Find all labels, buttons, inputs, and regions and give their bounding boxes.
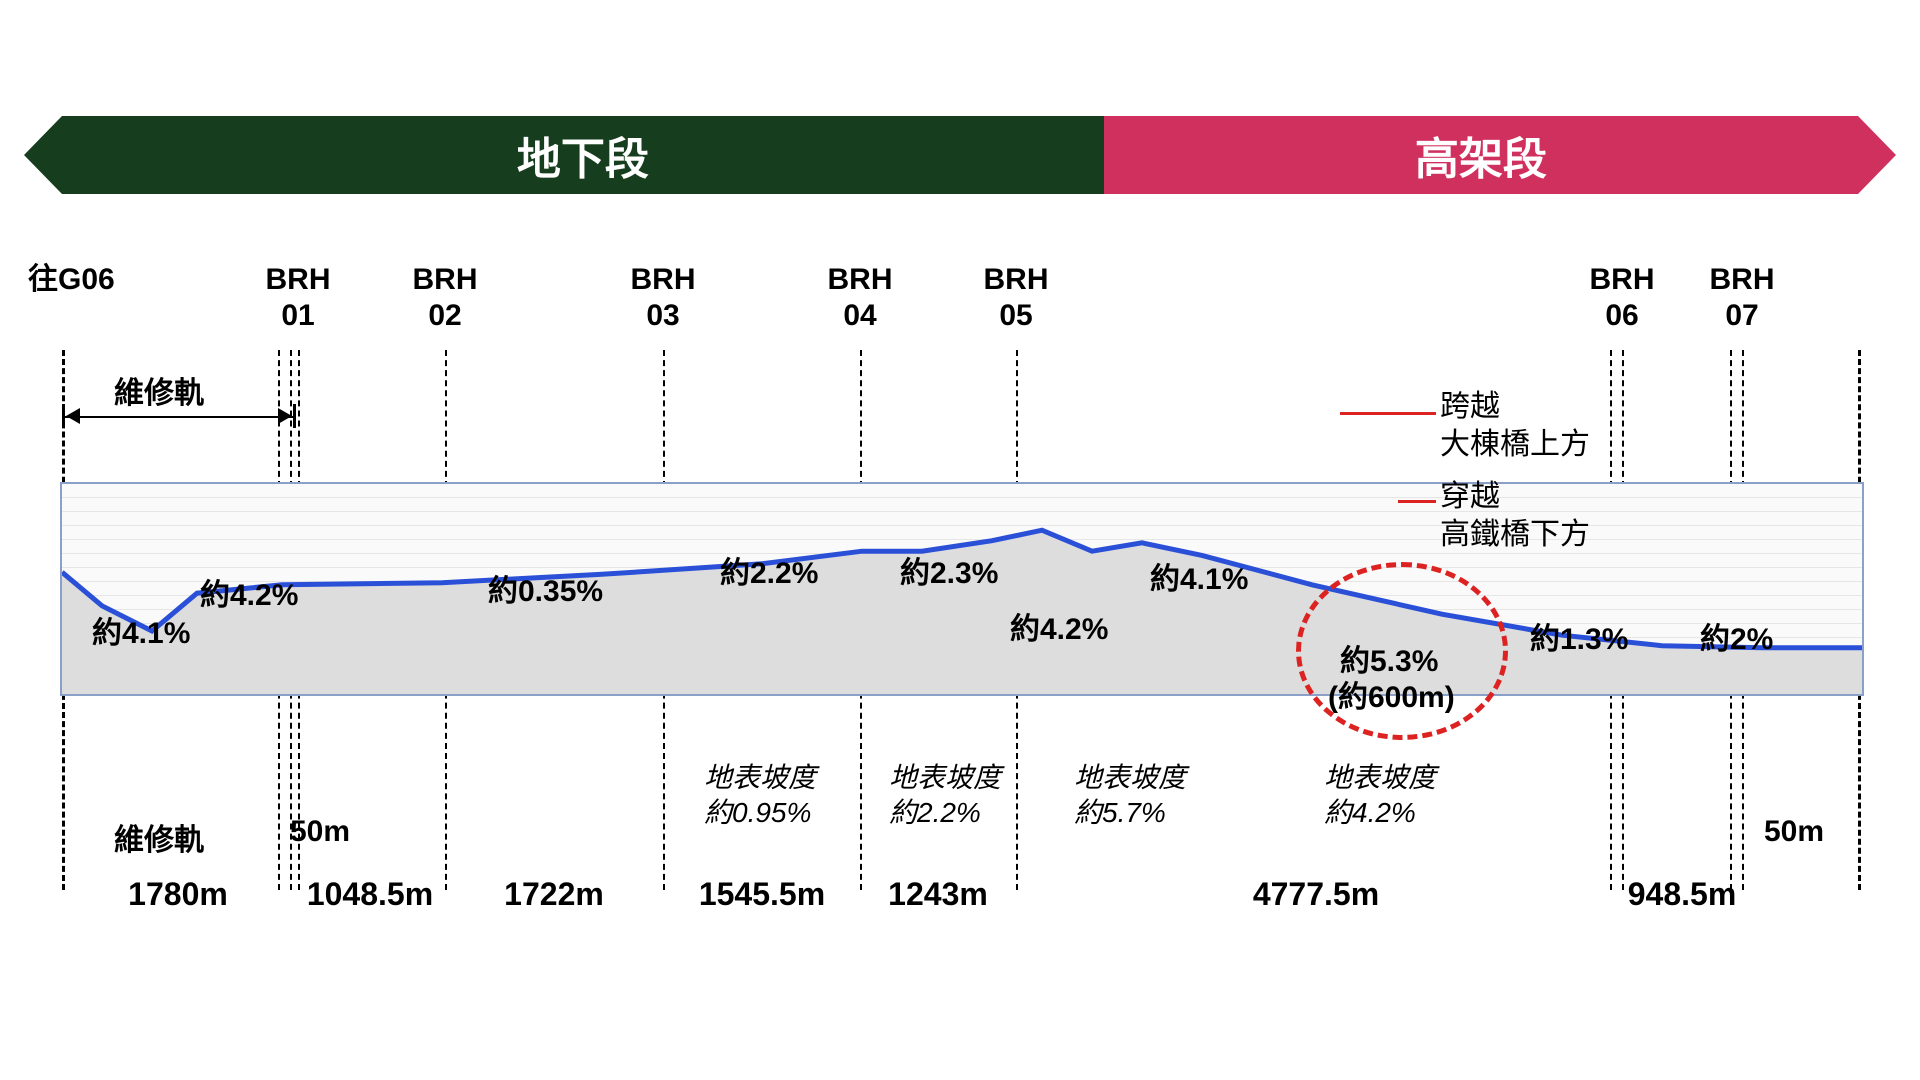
callout-leader — [1398, 500, 1436, 503]
gap-50m-left: 50m — [290, 815, 350, 849]
grade-label: 約4.2% — [1010, 604, 1108, 648]
station-brh04: BRH04 — [828, 262, 893, 334]
grade-label: 約4.2% — [200, 570, 298, 614]
segment-distance: 4777.5m — [1253, 876, 1379, 913]
highlight-circle — [1296, 562, 1508, 740]
surface-slope-note: 地表坡度約0.95% — [704, 760, 816, 830]
station-g06: 往G06 — [28, 262, 115, 298]
segment-distance: 948.5m — [1628, 876, 1737, 913]
station-brh05: BRH05 — [984, 262, 1049, 334]
grade-label: 約4.1% — [92, 608, 190, 652]
grade-label: 約2.2% — [720, 548, 818, 592]
grade-label: 約0.35% — [488, 566, 603, 610]
segment-distance: 1243m — [888, 876, 988, 913]
grade-label: 約4.1% — [1150, 554, 1248, 598]
maintenance-track-bottom-label: 維修軌 — [114, 815, 204, 859]
gap-50m-right: 50m — [1764, 815, 1824, 849]
segment-distance: 1545.5m — [699, 876, 825, 913]
banner-underground-label: 地下段 — [517, 123, 649, 187]
segment-distance: 1048.5m — [307, 876, 433, 913]
station-brh03: BRH03 — [631, 262, 696, 334]
station-brh02: BRH02 — [413, 262, 478, 334]
banner-elevated: 高架段 — [1104, 116, 1858, 194]
station-brh06: BRH06 — [1590, 262, 1655, 334]
grade-label: 約2.3% — [900, 548, 998, 592]
banner-elevated-label: 高架段 — [1415, 123, 1547, 187]
grade-label: 約1.3% — [1530, 614, 1628, 658]
surface-slope-note: 地表坡度約5.7% — [1074, 760, 1186, 830]
callout-leader — [1340, 412, 1436, 415]
maintenance-track-top-arrow — [62, 404, 296, 428]
banner-underground: 地下段 — [62, 116, 1104, 194]
station-brh01: BRH01 — [266, 262, 331, 334]
segment-distance: 1722m — [504, 876, 604, 913]
station-brh07: BRH07 — [1710, 262, 1775, 334]
callout-text: 跨越大棟橋上方 — [1440, 388, 1590, 463]
segment-distance: 1780m — [128, 876, 228, 913]
surface-slope-note: 地表坡度約4.2% — [1324, 760, 1436, 830]
grade-label: 約2% — [1700, 614, 1773, 658]
surface-slope-note: 地表坡度約2.2% — [889, 760, 1001, 830]
callout-text: 穿越高鐵橋下方 — [1440, 478, 1590, 553]
section-banner: 地下段 高架段 — [62, 116, 1858, 194]
elevation-profile-diagram: 地下段 高架段 往G06 BRH01 BRH02 BRH03 BRH04 BRH05 BRH… — [0, 0, 1920, 1080]
